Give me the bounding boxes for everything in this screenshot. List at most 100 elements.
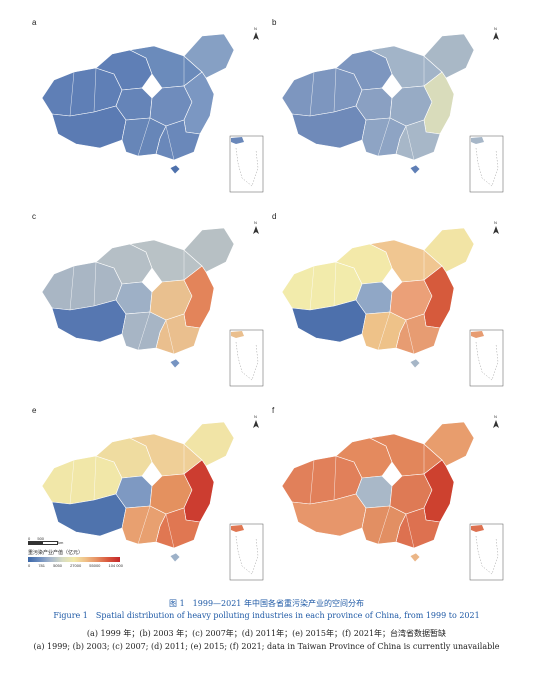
- china-map-b: N: [281, 26, 504, 193]
- south-china-sea-inset: [469, 329, 504, 387]
- panel-label-c: c: [32, 212, 36, 221]
- provinces-layer: [281, 227, 475, 369]
- province-boundary: [377, 505, 391, 545]
- south-china-sea-inset: [469, 523, 504, 581]
- province-boundary: [333, 67, 337, 113]
- china-map-d: N: [281, 220, 504, 387]
- legend-tick: 5050: [53, 563, 62, 568]
- province-boundary: [69, 71, 75, 117]
- province-boundary: [93, 261, 97, 307]
- provinces-layer: [281, 421, 475, 563]
- province-boundary: [309, 459, 315, 505]
- inset-coast: [471, 331, 484, 338]
- province-boundary: [309, 71, 315, 117]
- north-arrow-label: N: [254, 414, 257, 419]
- north-arrow-label: N: [254, 220, 257, 225]
- south-china-sea-inset: [469, 135, 504, 193]
- nine-dash-line: [475, 341, 499, 381]
- province-boundary: [439, 309, 451, 329]
- provinces-layer: [41, 227, 235, 369]
- scale-bar-label: 0 500: [28, 536, 44, 541]
- inset-coast: [231, 525, 244, 532]
- china-map-e: N: [41, 414, 264, 581]
- province-boundary: [199, 503, 211, 523]
- province-boundary: [405, 319, 415, 355]
- province-boundary: [309, 265, 315, 311]
- provinces-layer: [41, 33, 235, 175]
- north-arrow-label: N: [494, 220, 497, 225]
- map-panel-b: b N: [270, 18, 505, 196]
- region-hn: [169, 164, 181, 175]
- province-boundary: [165, 319, 175, 355]
- region-hn: [409, 164, 421, 175]
- province-boundary: [333, 455, 337, 501]
- legend-ticks: 0 781 5050 27000 55000 104 000: [28, 563, 123, 568]
- china-map-c: N: [41, 220, 264, 387]
- inset-coast: [231, 331, 244, 338]
- south-china-sea-inset: [229, 329, 264, 387]
- north-arrow-icon: [493, 32, 499, 40]
- province-boundary: [165, 125, 175, 161]
- south-china-sea-inset: [229, 135, 264, 193]
- province-boundary: [377, 117, 391, 157]
- north-arrow-label: N: [494, 414, 497, 419]
- region-hn: [169, 358, 181, 369]
- province-boundary: [405, 125, 415, 161]
- province-boundary: [137, 311, 151, 351]
- north-arrow-label: N: [254, 26, 257, 31]
- province-boundary: [439, 503, 451, 523]
- province-boundary: [69, 459, 75, 505]
- province-boundary: [93, 67, 97, 113]
- nine-dash-line: [475, 147, 499, 187]
- north-arrow-icon: [253, 32, 259, 40]
- map-panel-e: e N: [30, 406, 265, 584]
- scale-bar: [28, 541, 58, 545]
- map-panel-a: a N: [30, 18, 265, 196]
- north-arrow-icon: [253, 226, 259, 234]
- province-boundary: [165, 513, 175, 549]
- north-arrow-icon: [493, 226, 499, 234]
- china-map-f: N: [281, 414, 504, 581]
- legend-tick: 55000: [89, 563, 101, 568]
- figure-subcaption-cn: (a) 1999 年；(b) 2003 年；(c) 2007年；(d) 2011…: [86, 629, 447, 638]
- region-hn: [409, 552, 421, 563]
- figure-subcaption-en: (a) 1999; (b) 2003; (c) 2007; (d) 2011; …: [33, 642, 500, 651]
- south-china-sea-inset: [229, 523, 264, 581]
- nine-dash-line: [235, 535, 259, 575]
- map-panel-d: d N: [270, 212, 505, 390]
- province-boundary: [93, 455, 97, 501]
- nine-dash-line: [235, 147, 259, 187]
- panel-label-d: d: [272, 212, 277, 221]
- scale-mid: 500: [37, 536, 45, 541]
- panel-label-e: e: [32, 406, 37, 415]
- region-hn: [169, 552, 181, 563]
- nine-dash-line: [475, 535, 499, 575]
- panel-label-a: a: [32, 18, 37, 27]
- province-boundary: [333, 261, 337, 307]
- map-panel-f: f N: [270, 406, 505, 584]
- map-panel-c: c N: [30, 212, 265, 390]
- inset-coast: [471, 137, 484, 144]
- region-hn: [409, 358, 421, 369]
- figure-title-en: Figure 1 Spatial distribution of heavy p…: [53, 611, 480, 620]
- province-boundary: [199, 309, 211, 329]
- map-legend: 0 500 km 重污染产业产值（亿元） 0 781 5050 27000 55…: [28, 534, 123, 574]
- province-boundary: [137, 505, 151, 545]
- legend-tick: 781: [38, 563, 45, 568]
- province-boundary: [439, 115, 451, 135]
- province-boundary: [137, 117, 151, 157]
- legend-tick: 0: [28, 563, 31, 568]
- north-arrow-icon: [493, 420, 499, 428]
- province-boundary: [377, 311, 391, 351]
- province-boundary: [405, 513, 415, 549]
- legend-title: 重污染产业产值（亿元）: [28, 550, 84, 556]
- panel-label-b: b: [272, 18, 277, 27]
- north-arrow-label: N: [494, 26, 497, 31]
- north-arrow-icon: [253, 420, 259, 428]
- inset-coast: [471, 525, 484, 532]
- province-boundary: [69, 265, 75, 311]
- provinces-layer: [41, 421, 235, 563]
- legend-color-ramp: [28, 557, 120, 562]
- provinces-layer: [281, 33, 475, 175]
- legend-tick: 104 000: [108, 563, 123, 568]
